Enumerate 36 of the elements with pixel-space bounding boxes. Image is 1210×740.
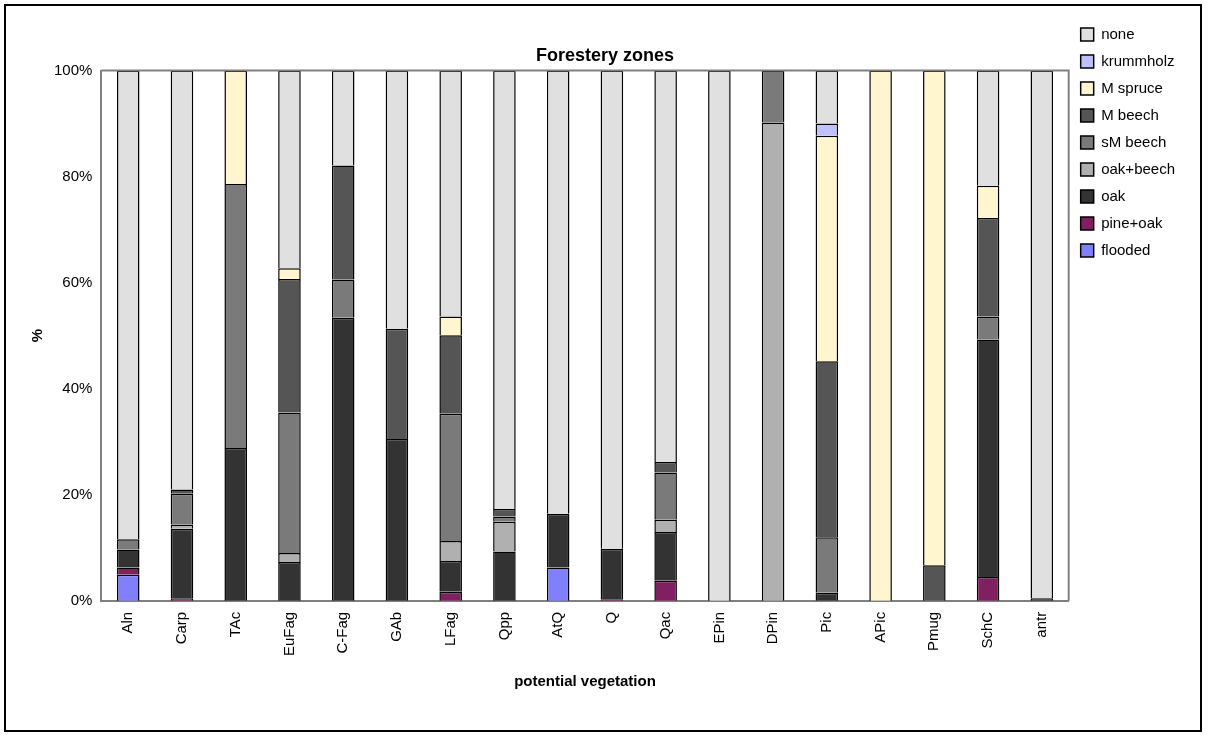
y-tick-label: 100% bbox=[53, 60, 93, 78]
x-tick-label: SchC bbox=[978, 611, 996, 649]
legend-label: M beech bbox=[1101, 105, 1159, 123]
x-tick-label: Qpp bbox=[494, 611, 512, 641]
x-tick-label: EuFag bbox=[279, 611, 297, 657]
x-tick-label: Aln bbox=[118, 611, 136, 634]
y-tick-label: 80% bbox=[62, 166, 93, 184]
x-tick-label: Pmug bbox=[924, 611, 942, 651]
legend-label: none bbox=[1101, 24, 1135, 42]
y-axis-title: % bbox=[28, 329, 46, 343]
x-tick-label: Q bbox=[602, 611, 620, 624]
legend-label: oak+beech bbox=[1101, 159, 1176, 177]
x-axis-title: potential vegetation bbox=[514, 672, 656, 690]
y-tick-label: 0% bbox=[70, 590, 93, 608]
legend-label: flooded bbox=[1101, 240, 1151, 258]
y-tick-label: 40% bbox=[62, 378, 93, 396]
x-tick-label: GAb bbox=[387, 611, 405, 642]
x-tick-label: AtQ bbox=[548, 611, 566, 638]
x-tick-label: antr bbox=[1031, 611, 1049, 638]
y-tick-label: 20% bbox=[62, 484, 93, 502]
x-tick-label: Qac bbox=[655, 611, 673, 640]
x-tick-label: APic bbox=[870, 611, 888, 643]
chart-title: Forestery zones bbox=[535, 44, 675, 65]
x-tick-label: LFag bbox=[440, 611, 458, 647]
legend-label: pine+oak bbox=[1101, 213, 1163, 231]
legend-label: krummholz bbox=[1101, 51, 1175, 69]
legend-label: oak bbox=[1101, 186, 1126, 204]
x-tick-label: DPin bbox=[763, 611, 781, 645]
legend-label: M spruce bbox=[1101, 78, 1163, 96]
x-tick-label: TAc bbox=[225, 611, 243, 638]
x-tick-label: EPin bbox=[709, 611, 727, 644]
legend-label: sM beech bbox=[1101, 132, 1167, 150]
y-tick-label: 60% bbox=[62, 272, 93, 290]
x-tick-label: Pic bbox=[817, 611, 834, 633]
x-tick-label: C-Fag bbox=[333, 611, 351, 654]
x-tick-label: Carp bbox=[172, 611, 190, 645]
